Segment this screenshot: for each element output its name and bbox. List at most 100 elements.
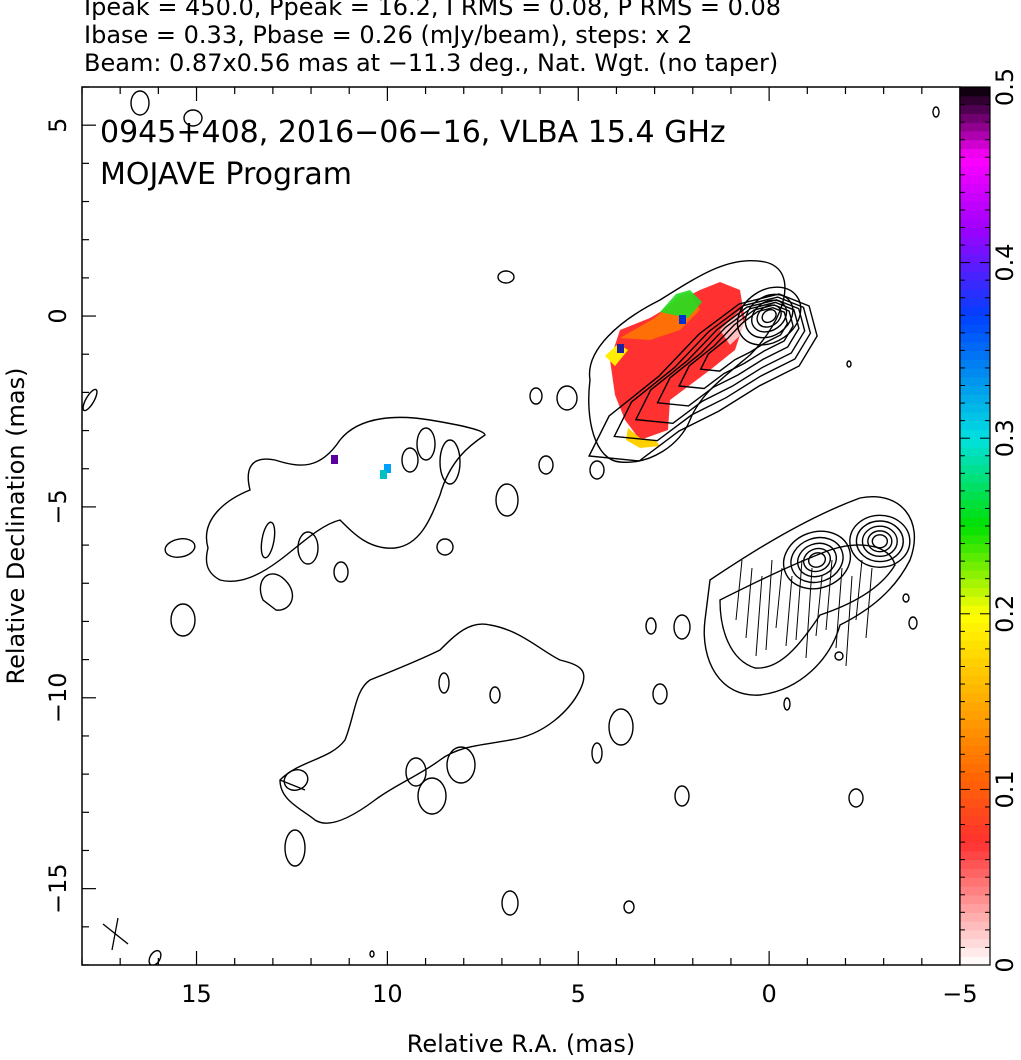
noise-contour xyxy=(623,900,635,914)
core-contour xyxy=(761,308,777,324)
noise-contour xyxy=(130,90,150,116)
color-bar-swatch xyxy=(960,288,990,299)
polarization-patch xyxy=(626,428,660,448)
color-bar-swatch xyxy=(960,710,990,720)
color-bar-swatch xyxy=(960,947,990,957)
color-bar-swatch xyxy=(960,350,990,360)
evpa-tick xyxy=(835,567,843,649)
polarization-speck xyxy=(380,470,387,479)
component-contour xyxy=(703,496,915,696)
color-bar-swatch xyxy=(960,253,990,264)
color-bar-swatch xyxy=(960,403,990,413)
header-line-1: Ipeak = 450.0, Ppeak = 16.2, I RMS = 0.0… xyxy=(84,0,782,21)
color-bar-swatch xyxy=(960,341,990,351)
color-bar-swatch xyxy=(960,534,990,545)
noise-contour xyxy=(405,757,427,787)
color-bar-swatch xyxy=(960,719,990,729)
evpa-tick xyxy=(735,559,743,621)
core-contour xyxy=(751,299,788,333)
color-bar-swatch xyxy=(960,148,990,158)
noise-contour xyxy=(497,270,515,284)
color-bar-swatch xyxy=(960,367,990,378)
noise-contour xyxy=(170,603,196,637)
x-tick-label: 10 xyxy=(372,980,403,1008)
color-bar-swatch xyxy=(960,587,990,597)
color-bar-swatch xyxy=(960,113,990,123)
color-bar-label: 0 xyxy=(991,957,1019,972)
color-bar-swatch xyxy=(960,736,990,747)
color-bar-swatch xyxy=(960,569,990,580)
color-bar-swatch xyxy=(960,157,990,167)
noise-contour xyxy=(183,109,203,127)
color-bar-swatch xyxy=(960,139,990,150)
color-bar-swatch xyxy=(960,192,990,202)
noise-contour xyxy=(645,617,657,635)
noise-contour xyxy=(495,483,519,517)
color-bar-swatch xyxy=(960,885,990,896)
color-bar-swatch xyxy=(960,789,990,799)
header-line-2: Ibase = 0.33, Pbase = 0.26 (mJy/beam), s… xyxy=(84,21,693,49)
diffuse-contour xyxy=(205,416,486,582)
color-bar-swatch xyxy=(960,938,990,949)
noise-contour xyxy=(608,708,634,746)
color-bar-swatch xyxy=(960,578,990,589)
polarization-patch xyxy=(610,282,745,440)
noise-contour xyxy=(902,593,910,603)
color-bar-swatch xyxy=(960,657,990,668)
y-axis-title: Relative Declination (mas) xyxy=(2,367,30,684)
color-bar-swatch xyxy=(960,727,990,738)
component-contour xyxy=(807,552,827,568)
color-bar-swatch xyxy=(960,95,990,106)
color-bar-swatch xyxy=(960,271,990,281)
y-tick-label: −5 xyxy=(44,489,72,524)
color-bar-swatch xyxy=(960,684,990,694)
evpa-tick xyxy=(745,567,753,639)
polarization-speck xyxy=(679,315,686,324)
noise-contour xyxy=(164,538,196,558)
color-bar-swatch xyxy=(960,763,990,773)
noise-contour xyxy=(591,742,603,764)
color-bar-swatch xyxy=(960,868,990,878)
color-bar-swatch xyxy=(960,499,990,510)
color-bar-swatch xyxy=(960,104,990,114)
color-bar-swatch xyxy=(960,605,990,615)
color-bar-swatch xyxy=(960,824,990,834)
noise-contour xyxy=(369,950,375,958)
component-contour xyxy=(790,536,844,584)
noise-contour xyxy=(932,106,940,118)
noise-contour xyxy=(260,521,276,559)
noise-contour xyxy=(848,788,864,808)
noise-contour xyxy=(297,531,319,565)
color-bar-swatch xyxy=(960,262,990,272)
evpa-tick xyxy=(815,575,823,637)
color-bar-swatch xyxy=(960,385,990,395)
color-bar-swatch xyxy=(960,411,990,422)
x-tick-label: 5 xyxy=(571,980,586,1008)
component-contour xyxy=(861,525,898,558)
noise-contour xyxy=(589,460,605,480)
component-contour xyxy=(855,520,904,563)
color-bar-label: 0.1 xyxy=(991,770,1019,808)
color-bar-swatch xyxy=(960,227,990,237)
evpa-tick xyxy=(765,559,773,651)
polarization-speck xyxy=(384,464,391,473)
color-bar-swatch xyxy=(960,482,990,492)
evpa-tick xyxy=(825,559,833,631)
evpa-tick xyxy=(855,559,863,621)
color-bar-swatch xyxy=(960,490,990,501)
noise-contour xyxy=(446,746,476,784)
color-bar-swatch xyxy=(960,473,990,483)
color-bar-swatch xyxy=(960,245,990,255)
color-bar-labels: 0 0.1 0.2 0.3 0.4 0.5 xyxy=(991,68,1019,973)
color-bar-swatch xyxy=(960,280,990,290)
noise-contour xyxy=(529,387,543,405)
noise-contour xyxy=(439,439,461,485)
color-bar-swatch xyxy=(960,648,990,659)
core-contour xyxy=(736,286,802,346)
color-bar-swatch xyxy=(960,631,990,641)
x-axis-title: Relative R.A. (mas) xyxy=(407,1030,635,1058)
core-contour xyxy=(656,301,800,407)
noise-contour xyxy=(401,447,419,473)
color-bar-swatch xyxy=(960,464,990,474)
